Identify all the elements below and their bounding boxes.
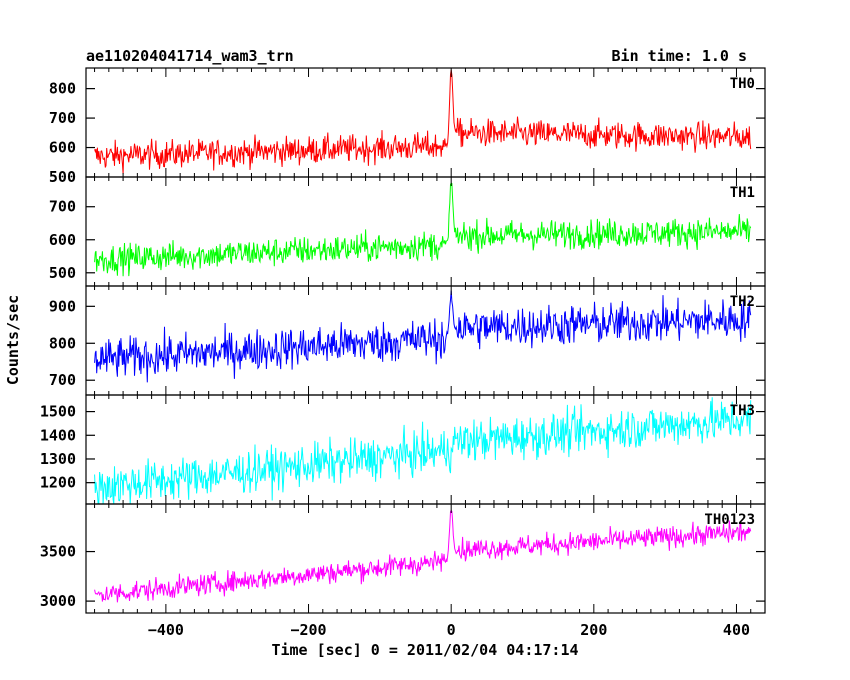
x-tick-label: −400	[148, 621, 184, 639]
x-tick-label: 200	[580, 621, 607, 639]
series-line-th0123	[94, 509, 752, 603]
y-tick-label: 1500	[40, 403, 76, 421]
series-line-th3	[94, 397, 752, 505]
y-tick-label: 900	[49, 297, 76, 315]
panel-frame	[85, 503, 766, 614]
y-tick-label: 600	[49, 231, 76, 249]
y-tick-label: 500	[49, 264, 76, 282]
panel-th2: 700 800 900 TH2	[49, 285, 766, 396]
x-tick-labels: −400 −200 0 200 400	[148, 621, 750, 639]
y-tick-label: 500	[49, 168, 76, 186]
y-tick-label: 800	[49, 80, 76, 98]
panel-th0: 500 600 700 800 TH0	[49, 67, 766, 186]
y-tick-label: 1400	[40, 426, 76, 444]
panel-th3: 1200 1300 1400 1500 TH3	[40, 394, 766, 505]
panel-label-th3: TH3	[730, 403, 755, 419]
panel-label-th0: TH0	[730, 76, 755, 92]
y-tick-label: 800	[49, 334, 76, 352]
panel-frame	[85, 176, 766, 287]
chart-title-right: Bin time: 1.0 s	[612, 47, 747, 65]
panel-label-th1: TH1	[730, 185, 755, 201]
series-line-th1	[94, 182, 752, 277]
y-tick-label: 3000	[40, 592, 76, 610]
panel-th0123: 3000 3500 TH0123	[40, 503, 766, 614]
y-tick-label: 3500	[40, 543, 76, 561]
panel-label-th2: TH2	[730, 294, 755, 310]
series-line-th2	[94, 290, 752, 383]
y-tick-label: 600	[49, 139, 76, 157]
y-tick-label: 1200	[40, 474, 76, 492]
y-axis-label: Counts/sec	[4, 295, 22, 385]
x-axis-label: Time [sec] 0 = 2011/02/04 04:17:14	[271, 641, 578, 659]
x-tick-label: 400	[723, 621, 750, 639]
x-tick-label: −200	[290, 621, 326, 639]
x-tick-label: 0	[447, 621, 456, 639]
series-line-th0	[94, 69, 752, 174]
panels-group: 500 600 700 800 TH0 500 600 700 TH1 700 800 900 TH2 1…	[40, 67, 766, 614]
y-tick-label: 700	[49, 198, 76, 216]
panel-label-th0123: TH0123	[704, 512, 755, 528]
chart-title-left: ae110204041714_wam3_trn	[86, 47, 294, 65]
panel-th1: 500 600 700 TH1	[49, 176, 766, 287]
y-tick-label: 700	[49, 109, 76, 127]
y-tick-label: 1300	[40, 450, 76, 468]
y-tick-label: 700	[49, 371, 76, 389]
